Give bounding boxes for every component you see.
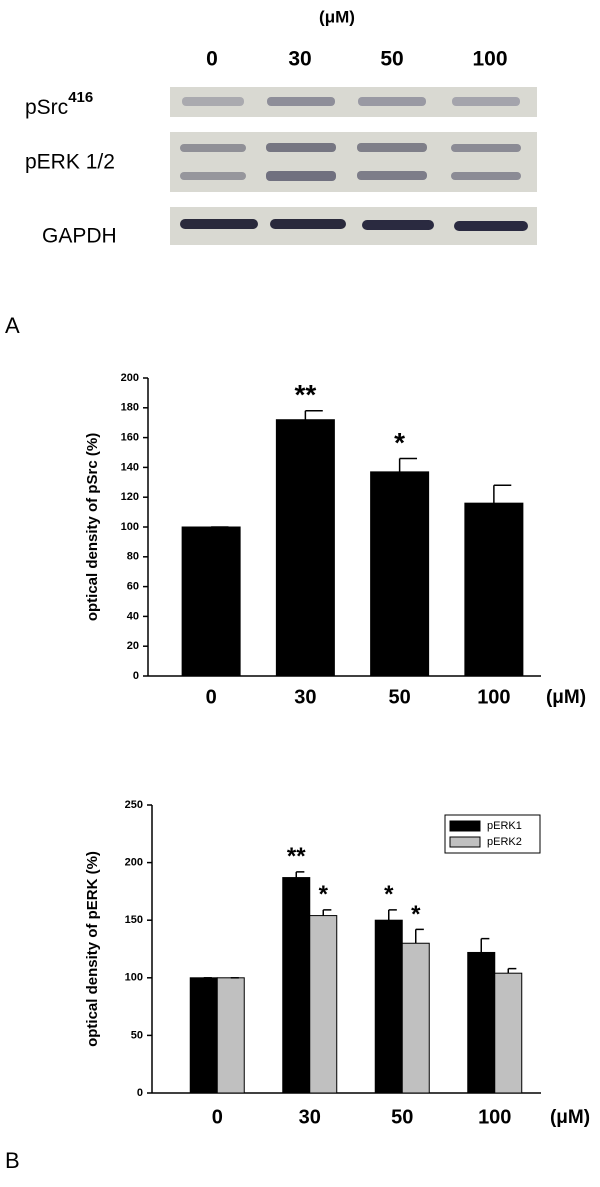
error-bar [507, 967, 517, 974]
blot-unit: (μM) [319, 7, 355, 26]
significance-mark: * [394, 427, 405, 458]
y-tick-label: 0 [133, 670, 139, 682]
lane-label: 50 [380, 48, 403, 71]
bar [309, 915, 338, 1094]
bar [464, 502, 524, 677]
x-tick-label: 100 [477, 686, 510, 708]
error-bar [388, 909, 397, 921]
x-tick-label: 0 [206, 686, 217, 708]
blot-image [170, 87, 537, 245]
y-tick-label: 100 [121, 521, 139, 533]
error-bar [322, 909, 332, 916]
error-bar [398, 457, 418, 472]
y-tick-label: 80 [127, 551, 139, 563]
lane-label: 30 [288, 48, 311, 71]
significance-mark: ** [287, 843, 306, 870]
error-bar [295, 871, 305, 878]
y-tick-label: 160 [121, 432, 139, 444]
y-tick-label: 120 [121, 491, 139, 503]
y-axis-label: optical density of pSrc (%) [84, 433, 101, 621]
legend-swatch [449, 836, 481, 848]
bar [494, 972, 523, 1094]
y-tick-label: 0 [137, 1087, 143, 1099]
lane-label: 100 [472, 48, 507, 71]
x-tick-label: 50 [391, 1106, 413, 1128]
y-tick-label: 250 [125, 799, 143, 811]
x-tick-label: 50 [389, 686, 411, 708]
bar [467, 951, 496, 1094]
panel-label: B [5, 1148, 20, 1173]
y-tick-label: 150 [125, 914, 143, 926]
bar [370, 471, 430, 677]
error-bar [415, 928, 424, 944]
x-tick-label: 30 [294, 686, 316, 708]
significance-mark: * [411, 901, 421, 928]
bar [275, 419, 335, 677]
y-tick-label: 50 [131, 1029, 143, 1041]
y-tick-label: 20 [127, 640, 139, 652]
x-unit-label: (μM) [546, 687, 586, 708]
significance-mark: * [319, 881, 329, 908]
x-unit-label: (μM) [550, 1107, 590, 1128]
panel-label: A [5, 313, 20, 338]
row-label: pSrc [25, 96, 68, 119]
y-tick-label: 200 [121, 372, 139, 384]
significance-mark: * [384, 881, 394, 908]
x-tick-label: 0 [212, 1106, 223, 1128]
y-axis-label: optical density of pERK (%) [84, 851, 101, 1047]
bar [189, 977, 218, 1094]
lane-label: 0 [206, 48, 218, 71]
x-tick-label: 30 [299, 1106, 321, 1128]
legend-label: pERK1 [487, 820, 522, 832]
error-bar [493, 484, 512, 504]
blot-row-label: pSrc416 [25, 89, 93, 119]
significance-mark: ** [294, 379, 316, 410]
y-tick-label: 100 [125, 972, 143, 984]
y-tick-label: 60 [127, 581, 139, 593]
error-bar [304, 410, 323, 420]
y-tick-label: 140 [121, 461, 139, 473]
bar [181, 526, 241, 677]
error-bar [480, 937, 490, 953]
bar [401, 942, 430, 1094]
bar [282, 877, 311, 1094]
bar [374, 919, 403, 1094]
legend-label: pERK2 [487, 836, 522, 848]
legend-swatch [449, 820, 481, 832]
y-tick-label: 40 [127, 610, 139, 622]
row-label-superscript: 416 [68, 89, 93, 106]
y-tick-label: 180 [121, 402, 139, 414]
blot-row-label: pERK 1/2 [25, 151, 115, 174]
bar [216, 977, 245, 1094]
x-tick-label: 100 [478, 1106, 511, 1128]
y-tick-label: 200 [125, 857, 143, 869]
blot-row-label: GAPDH [42, 225, 117, 248]
